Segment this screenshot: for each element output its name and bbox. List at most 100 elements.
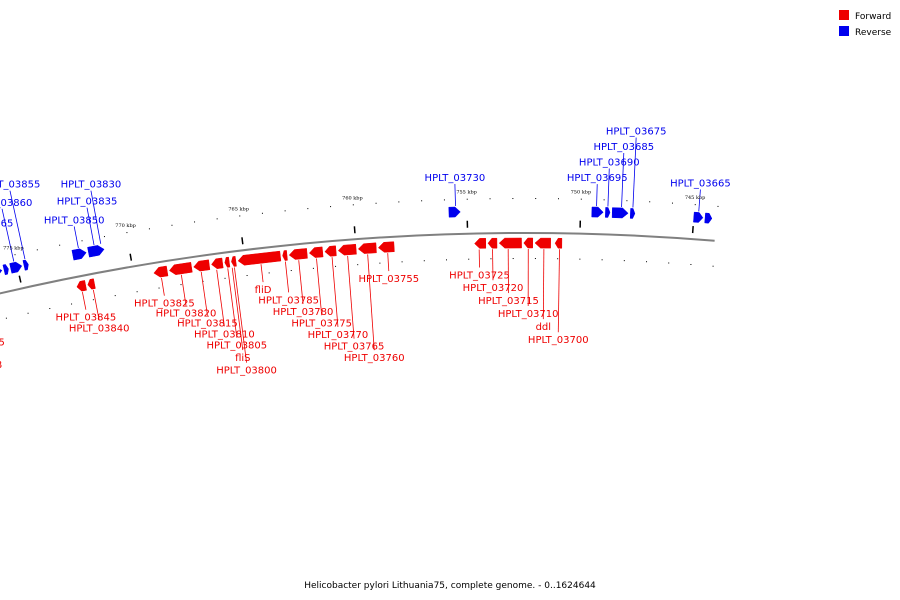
label-leader: [632, 137, 637, 208]
gene-label[interactable]: HPLT_03835: [57, 197, 118, 208]
scale-label: 745 kbp: [685, 195, 706, 201]
label-leader: [557, 249, 560, 333]
gene-label[interactable]: HPLT_03685: [593, 142, 654, 153]
forward-gene[interactable]: [337, 243, 357, 256]
gene-label[interactable]: HPLT_03695: [567, 173, 628, 184]
gene-label[interactable]: HPLT_03775: [291, 318, 352, 329]
gene-label[interactable]: HPLT_03845: [56, 313, 117, 324]
ruler-tick: [14, 254, 16, 256]
forward-gene[interactable]: [474, 238, 487, 249]
gene-label[interactable]: HPLT_03720: [463, 283, 524, 294]
forward-gene[interactable]: [498, 237, 522, 249]
gene-label[interactable]: HPLT_03665: [670, 179, 731, 190]
gene-label[interactable]: HPLT_03760: [344, 353, 405, 364]
gene-label[interactable]: HPLT_03675: [606, 127, 667, 138]
reverse-gene[interactable]: [605, 207, 611, 218]
gene-label[interactable]: HPLT_03755: [358, 274, 419, 285]
gene-label[interactable]: HPLT_03875: [0, 338, 5, 349]
forward-gene[interactable]: [211, 257, 224, 269]
reverse-gene[interactable]: [693, 211, 704, 223]
reverse-gene[interactable]: [0, 267, 3, 280]
ruler-tick: [580, 198, 582, 200]
forward-gene[interactable]: [554, 237, 563, 249]
ruler-tick: [512, 258, 514, 260]
gene-label[interactable]: fliS: [235, 353, 250, 364]
gene-label[interactable]: HPLT_03865: [0, 219, 13, 230]
forward-gene[interactable]: [523, 237, 534, 249]
reverse-gene[interactable]: [87, 245, 105, 258]
gene-label[interactable]: HPLT_03830: [61, 180, 122, 191]
forward-strand-genes: [76, 237, 563, 292]
gene-label[interactable]: HPLT_03780: [273, 307, 334, 318]
gene-label[interactable]: HPLT_03765: [324, 342, 385, 353]
ruler-tick: [312, 267, 314, 269]
gene-label[interactable]: fliD: [255, 285, 272, 296]
forward-gene[interactable]: [378, 241, 395, 253]
forward-gene[interactable]: [153, 265, 169, 278]
gene-label[interactable]: HPLT_03770: [308, 330, 369, 341]
gene-label[interactable]: HPLT_03855: [0, 180, 40, 191]
gene-label[interactable]: HPLT_03725: [449, 270, 510, 281]
forward-gene[interactable]: [169, 262, 193, 275]
forward-gene[interactable]: [76, 280, 87, 292]
gene-label[interactable]: HPLT_03850: [44, 215, 105, 226]
gene-label[interactable]: HPLT_03825: [134, 299, 195, 310]
forward-gene[interactable]: [282, 250, 288, 261]
gene-label[interactable]: HPLT_03820: [156, 309, 217, 320]
label-leader: [316, 258, 323, 316]
gene-label[interactable]: HPLT_03810: [194, 329, 255, 340]
reverse-gene[interactable]: [448, 206, 461, 218]
ruler-tick: [626, 200, 628, 202]
gene-label[interactable]: HPLT_03710: [498, 309, 559, 320]
gene-label[interactable]: HPLT_03730: [425, 173, 486, 184]
forward-gene[interactable]: [224, 256, 231, 268]
gene-label[interactable]: ddl: [536, 322, 551, 333]
forward-gene[interactable]: [193, 259, 211, 272]
ruler-tick: [261, 212, 263, 214]
gene-label[interactable]: HPLT_03690: [579, 157, 640, 168]
reverse-gene[interactable]: [629, 208, 636, 219]
forward-gene[interactable]: [87, 278, 96, 290]
forward-gene[interactable]: [534, 237, 551, 249]
legend-forward-swatch: [839, 10, 849, 20]
ruler-tick: [490, 258, 492, 260]
gene-label[interactable]: HPLT_03805: [206, 341, 267, 352]
ruler-tick: [49, 308, 51, 310]
gene-label[interactable]: flhB: [0, 360, 2, 371]
gene-label[interactable]: HPLT_03715: [478, 296, 539, 307]
gene-label[interactable]: HPLT_03815: [177, 319, 238, 330]
gene-label[interactable]: HPLT_03860: [0, 198, 32, 209]
label-leader: [82, 291, 87, 310]
reverse-gene[interactable]: [2, 264, 9, 276]
label-leader: [698, 189, 701, 212]
forward-gene[interactable]: [308, 246, 324, 258]
gene-label[interactable]: HPLT_03700: [528, 335, 589, 346]
legend: Forward Reverse: [839, 10, 892, 38]
label-leader: [367, 254, 375, 351]
reverse-gene[interactable]: [71, 248, 87, 261]
label-leader: [216, 269, 225, 327]
label-leader: [607, 168, 610, 207]
forward-gene[interactable]: [237, 250, 282, 266]
gene-label[interactable]: HPLT_03785: [258, 295, 319, 306]
ruler-tick: [92, 299, 94, 301]
ruler-tick: [5, 317, 7, 319]
reverse-gene[interactable]: [9, 261, 23, 274]
reverse-gene[interactable]: [611, 207, 629, 219]
forward-gene[interactable]: [288, 248, 308, 260]
gene-label[interactable]: HPLT_03840: [69, 323, 130, 334]
forward-gene[interactable]: [231, 256, 237, 267]
gene-label[interactable]: HPLT_03800: [216, 366, 277, 377]
reverse-gene[interactable]: [704, 212, 713, 224]
forward-gene[interactable]: [357, 242, 377, 254]
forward-gene[interactable]: [324, 245, 337, 257]
reverse-gene[interactable]: [22, 259, 29, 271]
forward-gene[interactable]: [487, 237, 498, 249]
ruler-tick: [668, 262, 670, 264]
scale-label: 750 kbp: [571, 190, 592, 196]
reverse-gene[interactable]: [591, 206, 604, 218]
ruler-tick: [694, 204, 696, 206]
ruler-tick: [171, 224, 173, 226]
ruler-tick: [717, 205, 719, 207]
